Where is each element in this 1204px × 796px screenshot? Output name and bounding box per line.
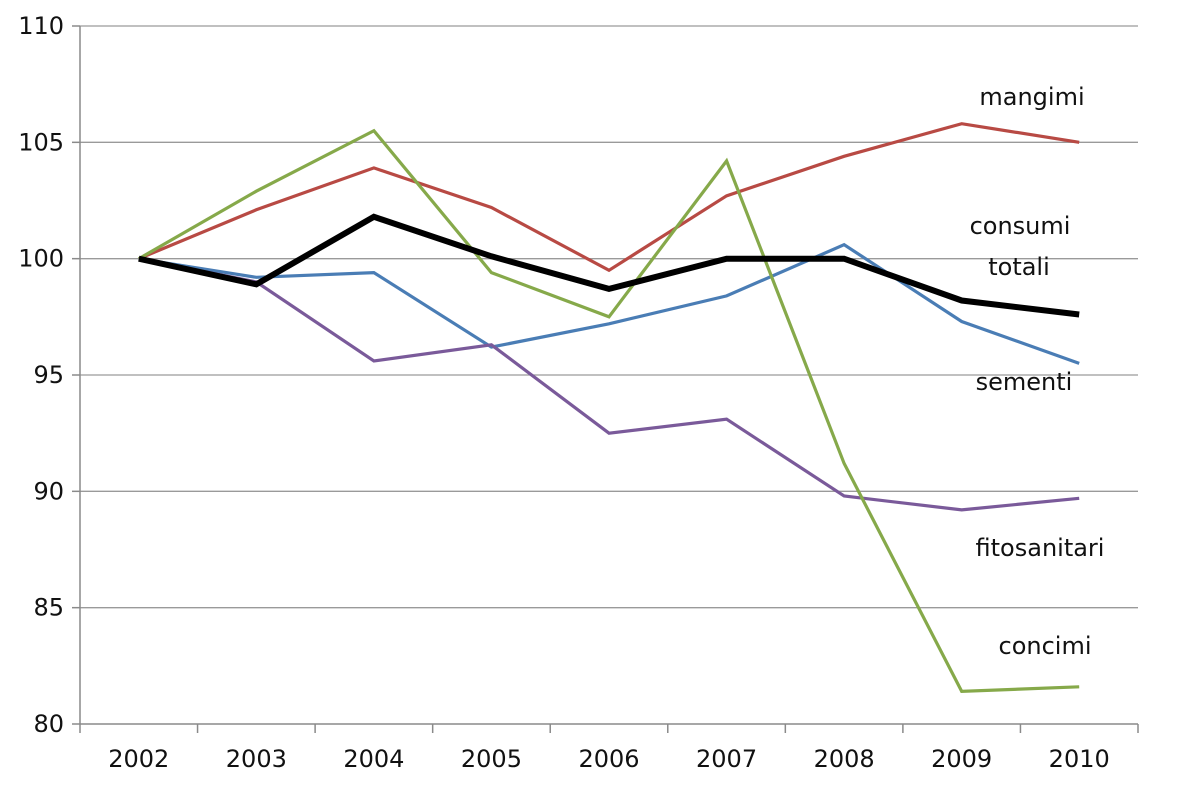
y-tick-label: 90: [33, 477, 64, 505]
series-labels: mangimi consumi totali sementi fitosanit…: [970, 83, 1105, 660]
series-line-mangimi: [138, 122, 1080, 273]
y-tick-label: 105: [18, 128, 64, 156]
x-tick-label: 2002: [108, 745, 169, 773]
x-tick-label: 2010: [1049, 745, 1110, 773]
x-tick-label: 2004: [343, 745, 404, 773]
label-consumi: consumi: [970, 212, 1071, 240]
label-mangimi: mangimi: [979, 83, 1084, 111]
label-totali: totali: [988, 253, 1050, 281]
x-tick-label: 2005: [461, 745, 522, 773]
label-fitosanitari: fitosanitari: [976, 534, 1105, 562]
y-tick-label: 80: [33, 710, 64, 738]
x-tick-label: 2006: [578, 745, 639, 773]
x-tick-label: 2009: [931, 745, 992, 773]
x-tick-label: 2008: [814, 745, 875, 773]
y-tick-label: 100: [18, 245, 64, 273]
gridlines: [80, 25, 1138, 609]
label-sementi: sementi: [976, 368, 1073, 396]
x-tick-label: 2003: [226, 745, 287, 773]
series-line-concimi: [138, 128, 1080, 694]
axes: 80 85 90 95 100 105 110 2002 2003 2004 2005 2006 200…: [18, 12, 1139, 773]
series-lines: [138, 122, 1080, 694]
x-tick-label: 2007: [696, 745, 757, 773]
y-tick-label: 85: [33, 594, 64, 622]
y-tick-label: 110: [18, 12, 64, 40]
series-line-consumi-totali: [138, 213, 1080, 318]
series-line-sementi: [138, 242, 1080, 365]
label-concimi: concimi: [999, 632, 1092, 660]
y-tick-label: 95: [33, 361, 64, 389]
series-line-fitosanitari: [138, 257, 1080, 512]
